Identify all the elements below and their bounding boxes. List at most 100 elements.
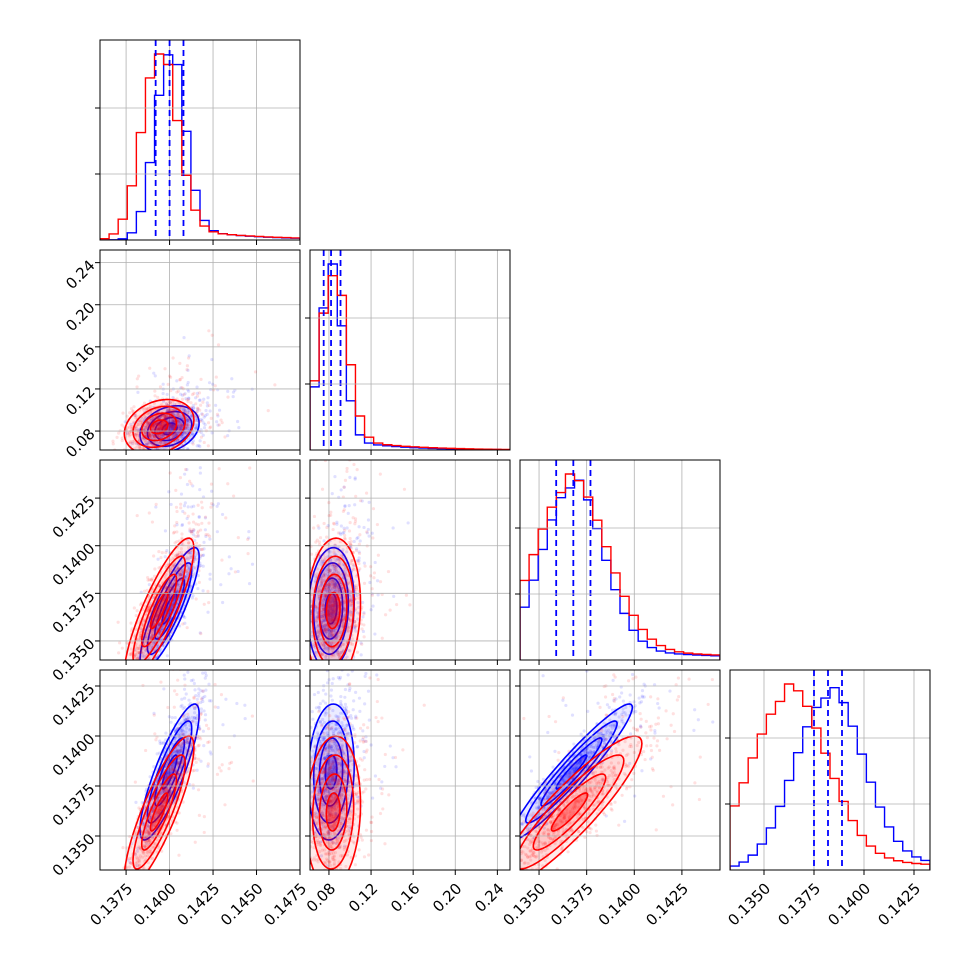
scatter-point (323, 678, 326, 681)
scatter-point (318, 675, 321, 678)
scatter-point (147, 441, 151, 445)
histogram-1 (310, 275, 510, 450)
panel-content (100, 40, 300, 240)
scatter-point (168, 418, 172, 422)
contour-1 (140, 412, 178, 442)
scatter-point (343, 478, 348, 482)
scatter-point (348, 475, 352, 479)
scatter-point (327, 500, 331, 505)
scatter-point (183, 621, 187, 625)
scatter-point (170, 630, 174, 634)
scatter-point (150, 440, 154, 445)
scatter-point (157, 425, 162, 429)
scatter-point (175, 566, 179, 570)
scatter-point (152, 425, 156, 429)
scatter-point (152, 371, 156, 375)
scatter-point (196, 531, 200, 535)
scatter-point (170, 403, 175, 407)
scatter-point (365, 530, 369, 534)
scatter-point (129, 621, 133, 625)
scatter-point (156, 427, 160, 431)
scatter-point (148, 410, 153, 414)
scatter-point (147, 422, 152, 426)
scatter-point (316, 524, 320, 528)
scatter-point (147, 435, 151, 439)
scatter-point (160, 441, 165, 445)
scatter-point (187, 354, 191, 358)
scatter-point (190, 596, 194, 600)
scatter-point (226, 389, 230, 393)
scatter-point (346, 511, 350, 515)
scatter-point (189, 530, 193, 534)
scatter-point (191, 527, 196, 532)
scatter-point (142, 655, 146, 659)
scatter-point (155, 416, 159, 420)
scatter-point (157, 441, 162, 446)
scatter-point (392, 594, 396, 598)
scatter-point (159, 424, 163, 428)
scatter-point (362, 612, 366, 616)
scatter-point (266, 409, 270, 413)
scatter-point (156, 416, 160, 421)
scatter-point (187, 521, 191, 525)
scatter-point (186, 670, 190, 674)
y-tick-label: 0.24 (62, 256, 98, 292)
scatter-point (160, 628, 164, 632)
scatter-point (147, 432, 151, 436)
scatter-point (305, 618, 308, 621)
scatter-point (153, 443, 157, 447)
scatter-point (376, 553, 380, 557)
scatter-point (247, 536, 251, 540)
scatter-point (146, 420, 151, 424)
scatter-point (180, 397, 185, 401)
scatter-point (215, 412, 220, 416)
scatter-point (170, 425, 174, 429)
scatter-point (120, 438, 124, 443)
scatter-point (172, 412, 176, 416)
scatter-point (305, 619, 308, 622)
scatter-point (153, 423, 157, 427)
scatter-point (207, 601, 211, 605)
scatter-point (174, 450, 177, 453)
scatter-point (170, 411, 175, 415)
scatter-point (166, 415, 170, 419)
scatter-point (176, 413, 180, 417)
scatter-point (186, 420, 190, 424)
scatter-point (181, 509, 185, 514)
scatter-point (160, 551, 164, 555)
scatter-point (341, 509, 345, 514)
contour-1 (123, 398, 195, 450)
scatter-point (135, 664, 138, 667)
scatter-point (339, 488, 343, 492)
scatter-point (192, 406, 196, 410)
scatter-point (169, 408, 173, 412)
scatter-point (199, 528, 203, 532)
scatter-point (185, 447, 190, 450)
scatter-point (173, 409, 177, 413)
scatter-point (305, 623, 308, 626)
scatter-point (177, 424, 182, 429)
scatter-point (178, 377, 182, 382)
scatter-point (358, 499, 363, 503)
scatter-point (180, 523, 184, 528)
scatter-point (164, 451, 167, 454)
scatter-point (174, 569, 178, 573)
scatter-point (233, 570, 237, 574)
scatter-point (192, 681, 196, 686)
scatter-point (167, 374, 172, 378)
scatter-point (177, 439, 181, 443)
scatter-point (183, 705, 187, 709)
scatter-point (160, 426, 164, 430)
scatter-point (137, 432, 141, 436)
scatter-point (185, 425, 189, 429)
scatter-point (156, 666, 159, 669)
panel-content (116, 466, 255, 669)
scatter-point (179, 425, 183, 429)
scatter-point (146, 442, 150, 446)
scatter-point (348, 521, 352, 525)
scatter-point (154, 415, 159, 420)
scatter-point (148, 636, 153, 640)
scatter-point (144, 425, 148, 429)
scatter-point (163, 416, 167, 420)
scatter-point (206, 567, 209, 570)
